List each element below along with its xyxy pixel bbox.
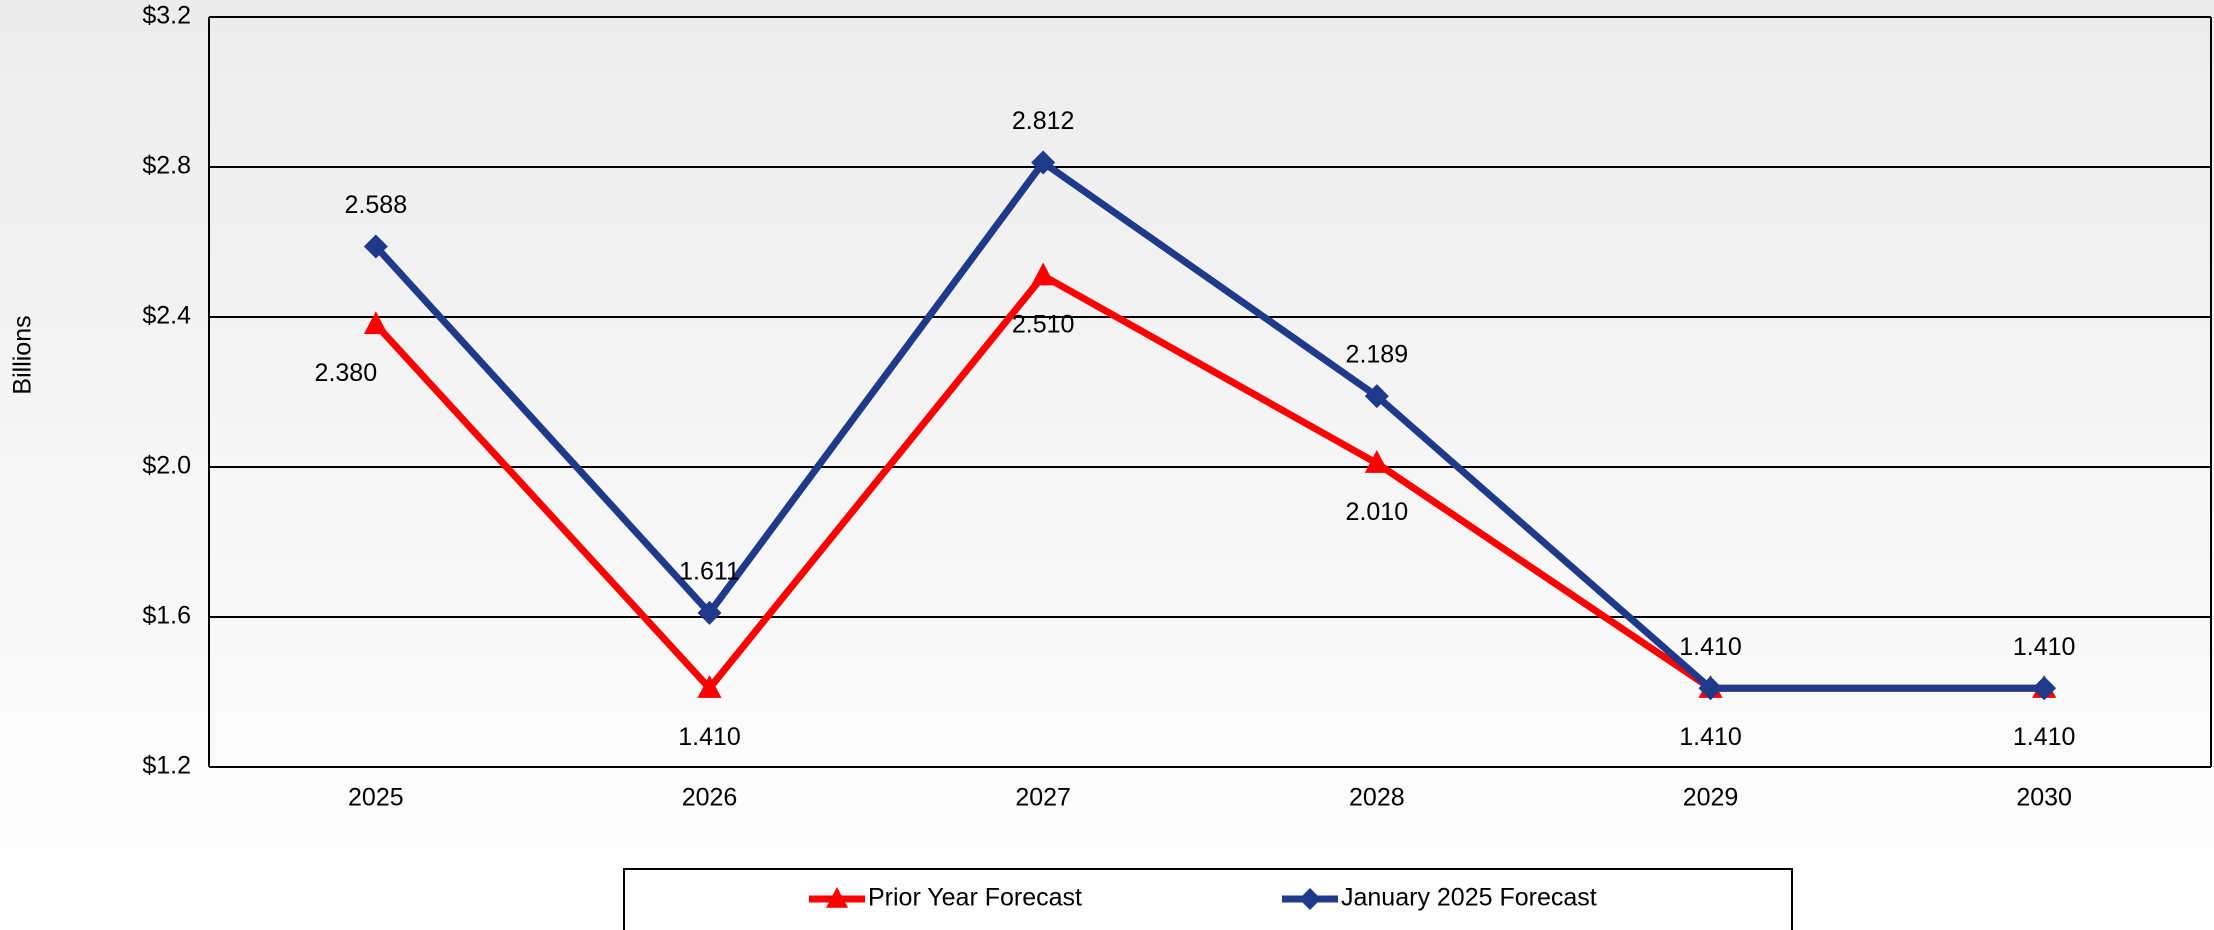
data-label: 1.410	[2013, 633, 2076, 661]
y-tick-label: $2.4	[142, 302, 191, 330]
data-label: 1.410	[1679, 633, 1742, 661]
marker	[1031, 150, 1056, 175]
x-tick-label: 2025	[348, 784, 404, 812]
data-label: 2.588	[345, 191, 408, 219]
x-tick-label: 2030	[2016, 784, 2072, 812]
x-tick-label: 2026	[682, 784, 738, 812]
x-tick-label: 2027	[1015, 784, 1071, 812]
data-label: 1.611	[679, 557, 740, 585]
data-label: 1.410	[1679, 723, 1742, 751]
marker	[697, 600, 722, 625]
marker	[1364, 384, 1389, 409]
marker	[1364, 450, 1389, 473]
legend-marker	[1299, 888, 1321, 910]
data-label: 1.410	[2013, 723, 2076, 751]
marker	[2032, 676, 2057, 701]
legend-label: January 2025 Forecast	[1341, 884, 1597, 912]
data-label: 2.380	[315, 359, 378, 387]
marker	[1698, 676, 1723, 701]
y-tick-label: $1.2	[142, 752, 191, 780]
y-tick-label: $2.0	[142, 452, 191, 480]
marker	[363, 234, 388, 259]
data-label: 2.189	[1346, 341, 1409, 369]
marker	[697, 675, 722, 698]
y-tick-label: $2.8	[142, 152, 191, 180]
data-label: 2.010	[1346, 498, 1409, 526]
y-tick-label: $3.2	[142, 2, 191, 30]
line	[373, 159, 2045, 692]
y-tick-label: $1.6	[142, 602, 191, 630]
legend-label: Prior Year Forecast	[868, 884, 1082, 912]
y-axis-label: Billions	[9, 315, 37, 394]
marker	[363, 311, 388, 335]
marker	[1031, 262, 1056, 286]
x-tick-label: 2028	[1349, 784, 1405, 812]
legend-box	[623, 868, 1793, 930]
x-tick-label: 2029	[1683, 784, 1739, 812]
data-label: 2.510	[1012, 310, 1075, 338]
legend-marker	[826, 886, 848, 908]
data-label: 2.812	[1012, 107, 1075, 135]
data-label: 1.410	[678, 723, 741, 751]
